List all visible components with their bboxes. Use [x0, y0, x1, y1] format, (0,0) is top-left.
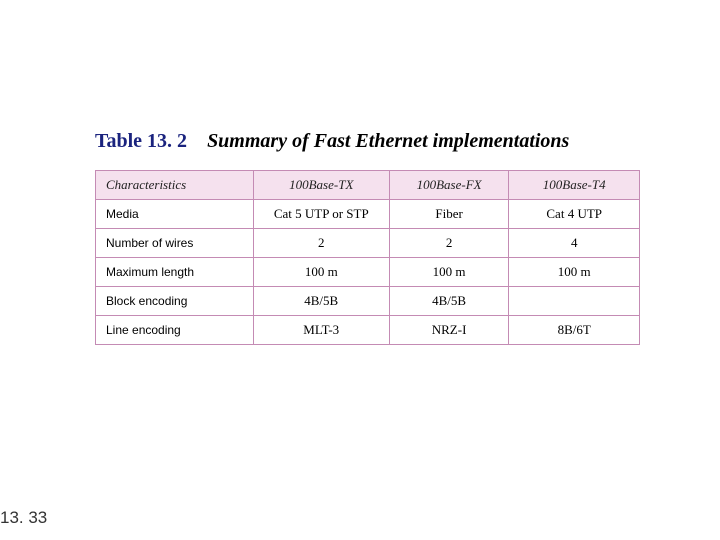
cell: NRZ-I — [389, 316, 509, 345]
slide: Table 13. 2 Summary of Fast Ethernet imp… — [0, 0, 720, 540]
cell: 2 — [389, 229, 509, 258]
row-label: Number of wires — [96, 229, 254, 258]
cell: MLT-3 — [253, 316, 389, 345]
table: Characteristics 100Base-TX 100Base-FX 10… — [95, 170, 640, 345]
cell: 100 m — [509, 258, 640, 287]
table-title: Table 13. 2 Summary of Fast Ethernet imp… — [95, 130, 569, 153]
col-header-100base-t4: 100Base-T4 — [509, 171, 640, 200]
cell: 2 — [253, 229, 389, 258]
table-row: Media Cat 5 UTP or STP Fiber Cat 4 UTP — [96, 200, 640, 229]
row-label: Maximum length — [96, 258, 254, 287]
table-number: Table 13. 2 — [95, 130, 187, 152]
table-row: Maximum length 100 m 100 m 100 m — [96, 258, 640, 287]
cell: Cat 5 UTP or STP — [253, 200, 389, 229]
cell: 4B/5B — [389, 287, 509, 316]
table-header-row: Characteristics 100Base-TX 100Base-FX 10… — [96, 171, 640, 200]
col-header-100base-fx: 100Base-FX — [389, 171, 509, 200]
col-header-characteristics: Characteristics — [96, 171, 254, 200]
row-label: Block encoding — [96, 287, 254, 316]
page-number: 13. 33 — [0, 508, 47, 528]
table-row: Block encoding 4B/5B 4B/5B — [96, 287, 640, 316]
summary-table: Characteristics 100Base-TX 100Base-FX 10… — [95, 170, 640, 345]
row-label: Line encoding — [96, 316, 254, 345]
table-row: Line encoding MLT-3 NRZ-I 8B/6T — [96, 316, 640, 345]
row-label: Media — [96, 200, 254, 229]
cell: Fiber — [389, 200, 509, 229]
cell: 4 — [509, 229, 640, 258]
cell: 100 m — [389, 258, 509, 287]
cell: 4B/5B — [253, 287, 389, 316]
cell — [509, 287, 640, 316]
table-row: Number of wires 2 2 4 — [96, 229, 640, 258]
col-header-100base-tx: 100Base-TX — [253, 171, 389, 200]
cell: 100 m — [253, 258, 389, 287]
cell: Cat 4 UTP — [509, 200, 640, 229]
cell: 8B/6T — [509, 316, 640, 345]
table-caption: Summary of Fast Ethernet implementations — [207, 130, 569, 152]
